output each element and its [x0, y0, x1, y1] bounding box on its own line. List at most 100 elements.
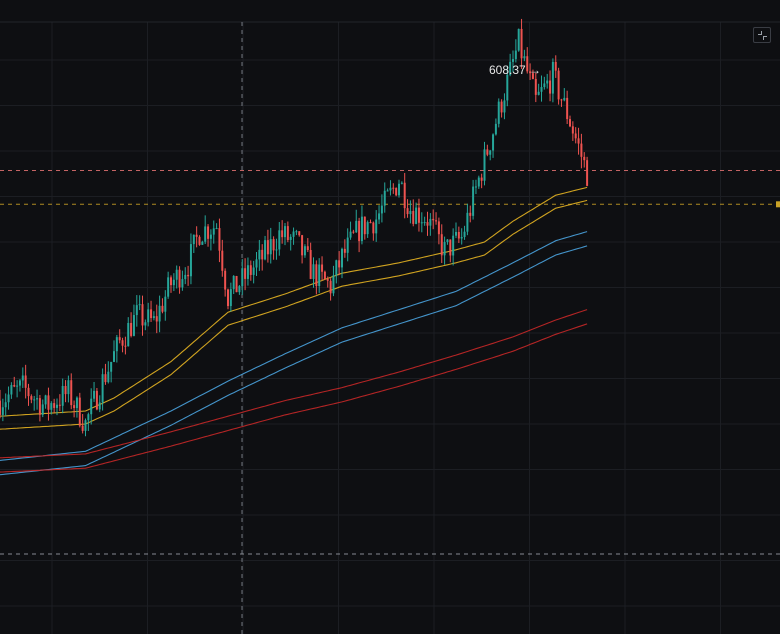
candle-up — [506, 74, 509, 101]
candle-down — [0, 400, 1, 415]
ema-mid-line-lower — [0, 245, 588, 476]
candle-up — [497, 101, 500, 124]
ema-mid-line-upper — [0, 231, 588, 461]
candle-up — [275, 249, 278, 251]
candle-up — [452, 235, 455, 256]
candle-up — [147, 309, 150, 323]
candle-up — [332, 275, 335, 294]
candle-up — [318, 264, 321, 287]
candle-up — [229, 289, 232, 307]
candle-up — [269, 239, 272, 255]
candle-down — [170, 277, 172, 286]
candle-up — [84, 420, 87, 431]
candle-down — [369, 222, 372, 224]
candle-up — [44, 395, 47, 405]
candle-down — [266, 240, 269, 255]
candle-down — [141, 304, 144, 326]
candle-down — [435, 220, 438, 222]
candle-down — [73, 405, 76, 409]
candle-up — [540, 87, 543, 92]
candle-up — [415, 207, 418, 224]
candle-up — [346, 237, 349, 253]
candle-up — [514, 50, 517, 60]
candle-down — [426, 222, 429, 226]
candle-up — [18, 380, 21, 386]
candle-down — [529, 71, 532, 74]
candle-up — [87, 414, 90, 421]
candle-down — [326, 279, 329, 281]
candle-down — [500, 101, 503, 113]
candle-down — [306, 246, 309, 251]
candle-up — [366, 222, 369, 235]
candle-up — [563, 97, 566, 101]
fullscreen-collapse-icon[interactable] — [753, 27, 771, 43]
candle-up — [341, 248, 343, 268]
candle-up — [380, 205, 383, 214]
candle-up — [241, 268, 244, 287]
candle-up — [284, 226, 286, 238]
candle-up — [400, 182, 403, 184]
candle-down — [286, 226, 289, 240]
candle-down — [372, 222, 375, 234]
candle-up — [423, 222, 426, 224]
candle-up — [543, 83, 546, 88]
candle-up — [264, 240, 267, 260]
candle-down — [227, 289, 229, 307]
candle-down — [557, 70, 560, 100]
candle-up — [175, 269, 178, 280]
candle-down — [47, 395, 50, 410]
candle-up — [98, 402, 101, 410]
candle-down — [13, 385, 16, 387]
candle-up — [360, 216, 363, 242]
candle-down — [549, 80, 552, 94]
candle-up — [335, 260, 338, 276]
candle-up — [278, 230, 281, 250]
candle-up — [349, 231, 352, 238]
candle-down — [121, 340, 124, 346]
candle-down — [24, 375, 27, 388]
grid — [0, 21, 780, 634]
candle-down — [417, 207, 420, 223]
candle-up — [184, 274, 187, 280]
candle-down — [27, 387, 30, 397]
candle-down — [321, 264, 324, 272]
candle-down — [298, 231, 301, 236]
candle-down — [118, 337, 121, 341]
candle-up — [172, 279, 175, 286]
candle-up — [10, 385, 13, 395]
candle-down — [363, 216, 366, 235]
price-marker — [776, 201, 780, 208]
candle-down — [403, 182, 406, 209]
candle-down — [104, 374, 107, 383]
candle-down — [178, 269, 181, 288]
candle-down — [30, 396, 33, 400]
candle-down — [187, 274, 190, 277]
candle-down — [150, 309, 153, 319]
candle-up — [132, 315, 135, 336]
candle-up — [232, 275, 235, 290]
candle-down — [486, 149, 489, 155]
candle-up — [158, 305, 161, 322]
candle-up — [398, 183, 400, 196]
candle-down — [329, 280, 332, 294]
candle-down — [78, 397, 81, 426]
candle-down — [554, 61, 557, 71]
candle-down — [235, 275, 238, 293]
candle-up — [113, 351, 115, 362]
candle-up — [101, 374, 104, 403]
candle-down — [437, 221, 440, 235]
candle-up — [383, 190, 386, 206]
candle-up — [546, 80, 549, 84]
candle-up — [115, 337, 118, 352]
candle-down — [155, 316, 158, 322]
candle-down — [531, 73, 534, 79]
candle-down — [457, 231, 460, 239]
candle-up — [144, 322, 147, 326]
candle-up — [135, 305, 138, 316]
candle-up — [33, 399, 36, 401]
candle-up — [463, 231, 466, 238]
candle-up — [215, 228, 218, 230]
candle-down — [249, 265, 252, 275]
candle-down — [323, 271, 326, 280]
